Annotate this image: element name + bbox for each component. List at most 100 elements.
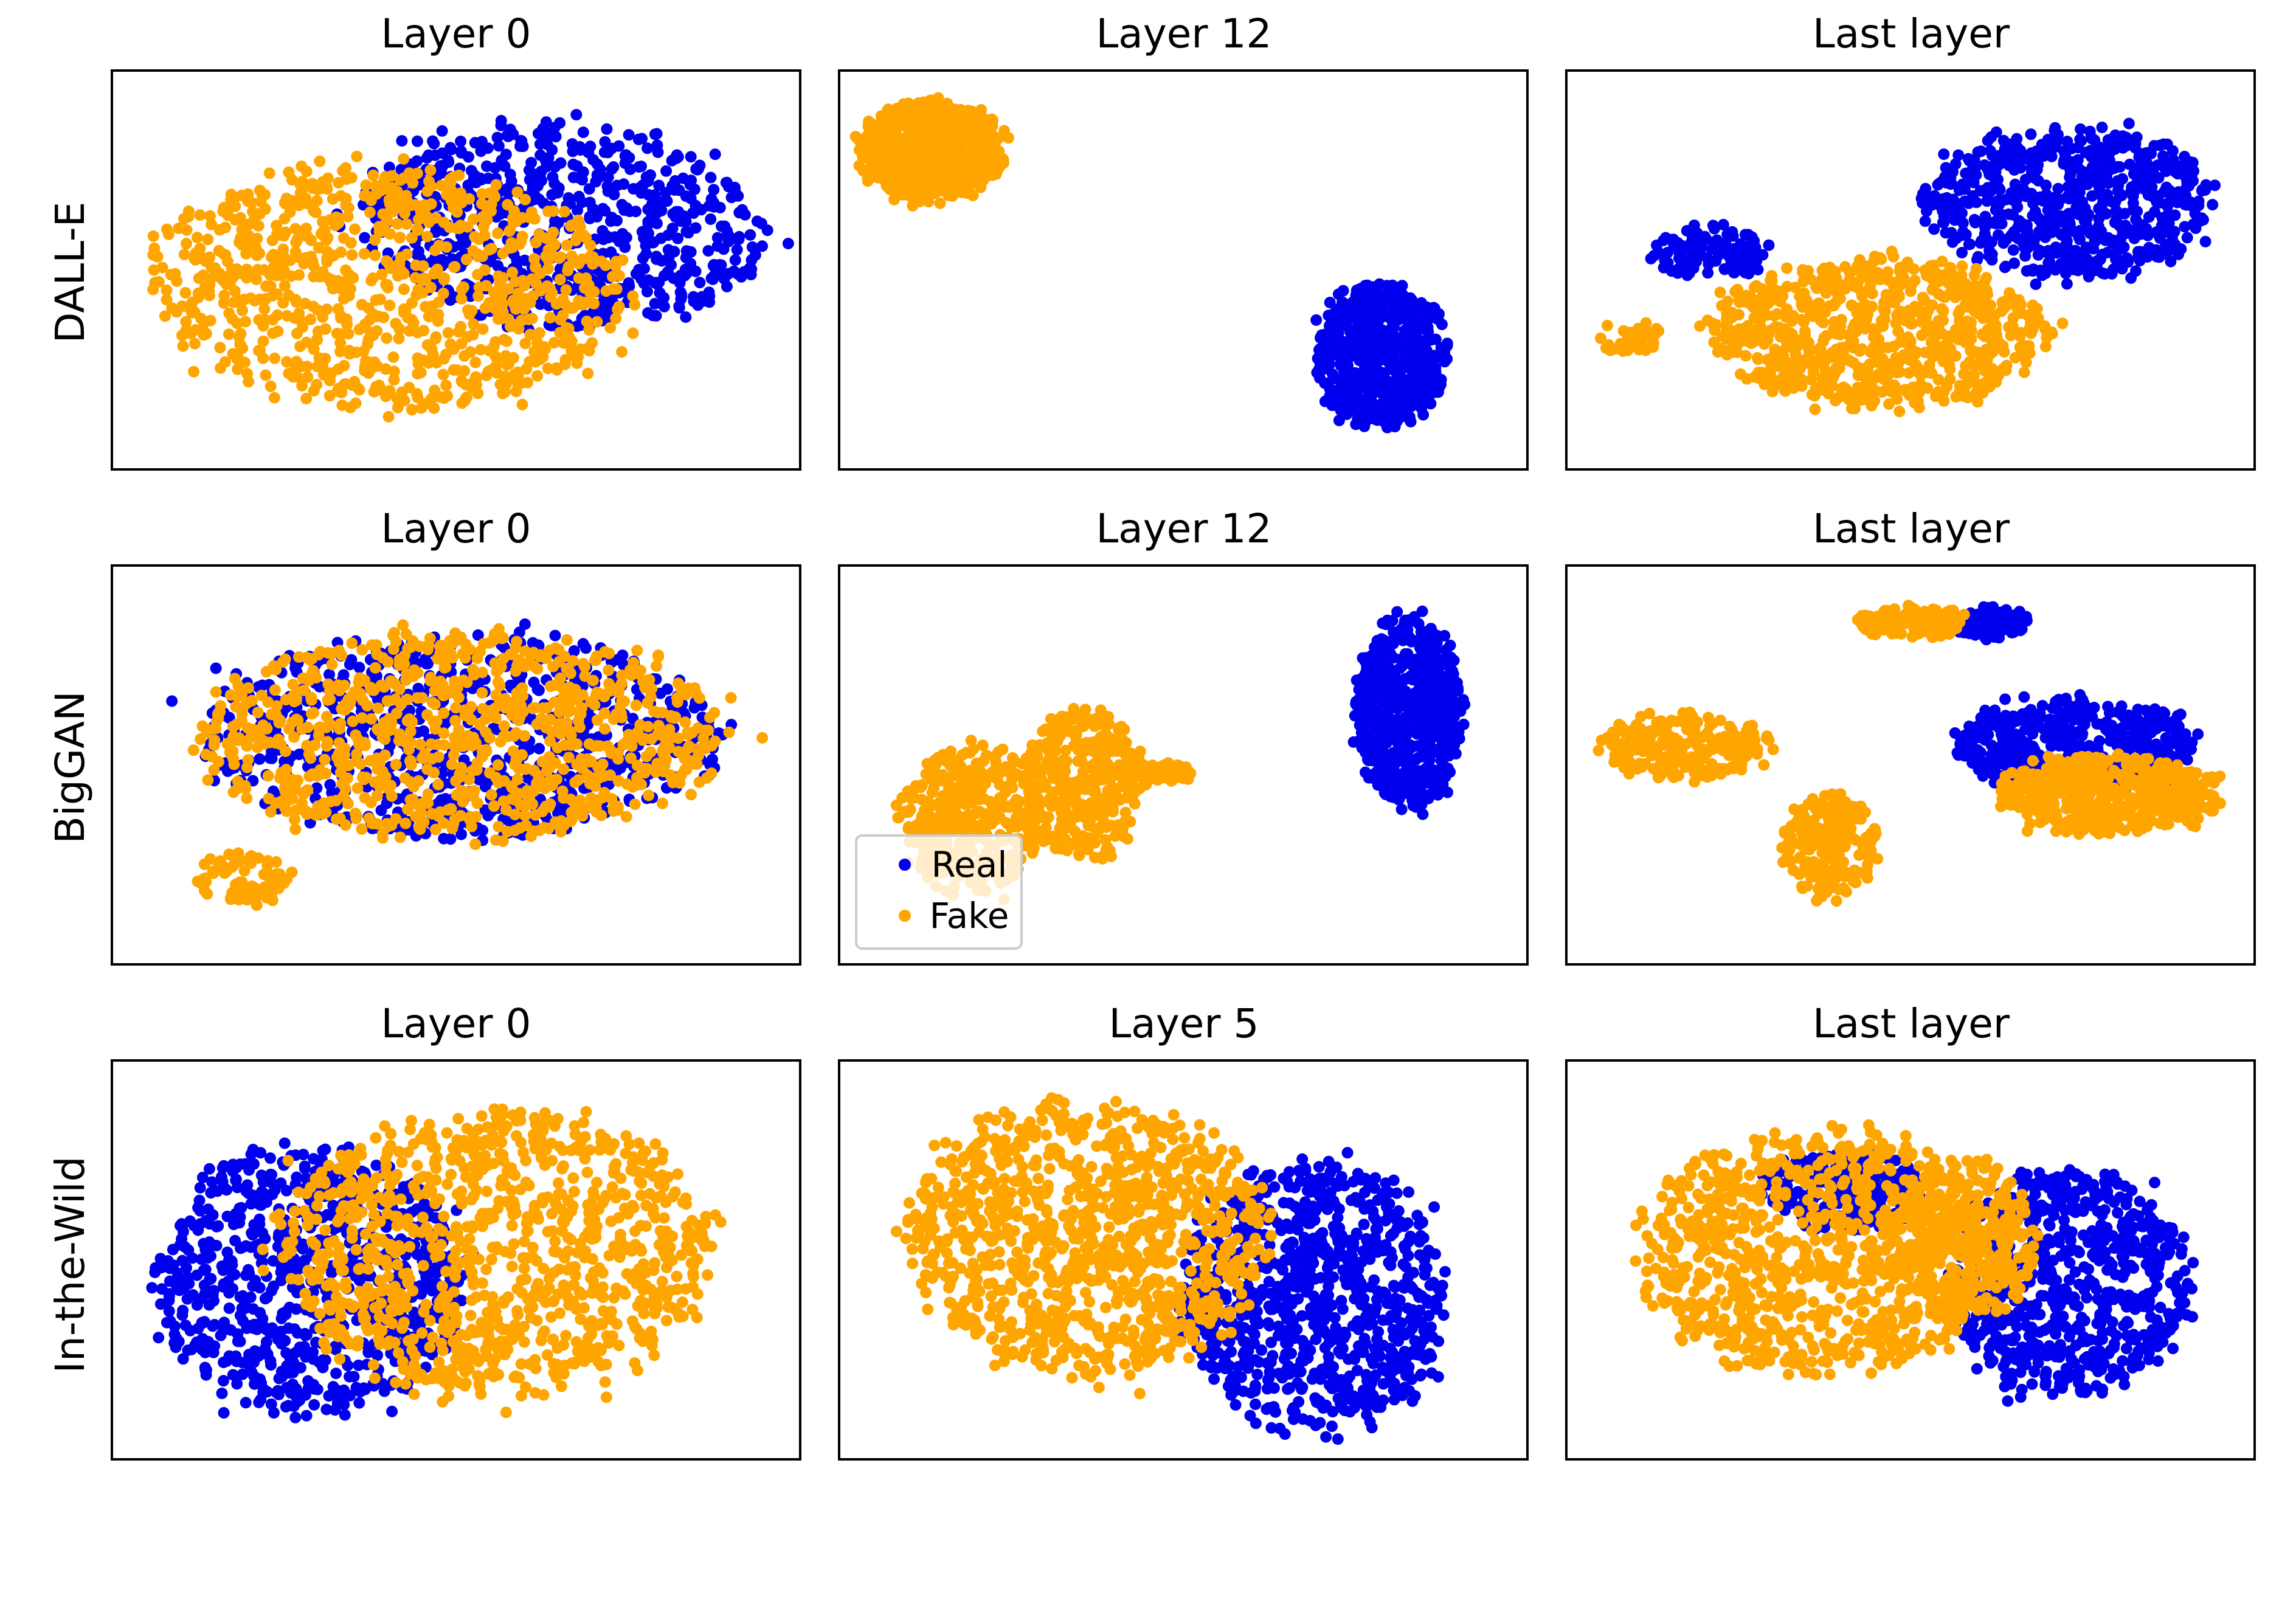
scatter-point-fake (610, 313, 622, 325)
scatter-point-real (638, 232, 650, 244)
scatter-point-fake (976, 174, 988, 186)
scatter-point-fake (897, 111, 909, 123)
scatter-point-fake (335, 190, 347, 202)
scatter-point-fake (379, 173, 391, 185)
scatter-point-real (1354, 354, 1366, 367)
scatter-panel-1 (849, 92, 1453, 434)
scatter-point-fake (503, 242, 516, 254)
scatter-point-fake (321, 303, 333, 316)
scatter-point-real (674, 286, 686, 299)
scatter-point-real (477, 825, 489, 837)
scatter-point-fake (560, 284, 572, 296)
scatter-point-fake (338, 378, 350, 390)
scatter-point-real (2096, 122, 2108, 133)
scatter-point-fake (1944, 330, 1956, 342)
scatter-point-fake (277, 263, 289, 275)
scatter-point-fake (203, 289, 215, 302)
scatter-point-real (1403, 296, 1415, 308)
scatter-point-fake (556, 296, 569, 308)
scatter-point-real (1972, 146, 1984, 158)
scatter-point-real (2117, 142, 2129, 154)
scatter-point-fake (351, 150, 363, 162)
scatter-point-fake (1810, 382, 1822, 394)
scatter-point-fake (298, 258, 310, 270)
scatter-point-fake (398, 153, 410, 165)
scatter-point-real (2171, 196, 2184, 209)
scatter-point-fake (933, 151, 945, 164)
scatter-point-real (719, 269, 730, 282)
scatter-point-fake (1844, 273, 1856, 285)
scatter-point-fake (359, 365, 371, 377)
scatter-point-fake (1794, 373, 1807, 385)
scatter-point-real (705, 171, 717, 184)
scatter-point-fake (942, 134, 954, 146)
scatter-point-fake (252, 220, 265, 232)
scatter-point-real (722, 181, 735, 193)
scatter-point-real (1693, 240, 1705, 252)
scatter-point-real (2009, 178, 2021, 190)
scatter-point-fake (252, 264, 264, 276)
scatter-point-fake (1805, 273, 1817, 285)
scatter-point-fake (871, 168, 883, 180)
scatter-point-real (210, 662, 222, 674)
scatter-point-fake (528, 213, 541, 225)
scatter-point-real (616, 199, 628, 211)
scatter-point-fake (1714, 286, 1726, 299)
scatter-point-fake (206, 218, 218, 230)
scatter-point-real (562, 192, 575, 204)
scatter-point-fake (317, 226, 330, 238)
scatter-point-fake (554, 274, 566, 286)
scatter-point-fake (335, 246, 347, 258)
scatter-point-real (2117, 173, 2128, 185)
scatter-point-real (2151, 226, 2163, 238)
scatter-point-real (2176, 164, 2188, 176)
scatter-point-fake (431, 357, 443, 368)
scatter-point-fake (432, 315, 444, 327)
scatter-point-fake (277, 297, 289, 309)
scatter-point-real (2004, 156, 2016, 168)
scatter-point-real (652, 146, 664, 158)
scatter-point-fake (423, 175, 435, 187)
scatter-point-fake (191, 232, 203, 244)
scatter-point-fake (232, 294, 244, 306)
scatter-point-real (2106, 196, 2118, 208)
panel-title: Last layer (1813, 10, 2010, 57)
scatter-point-fake (1752, 353, 1764, 365)
scatter-point-real (1333, 302, 1345, 314)
scatter-point-fake (1835, 314, 1847, 326)
scatter-point-fake (516, 212, 528, 224)
scatter-point-fake (194, 209, 206, 221)
scatter-point-fake (1895, 279, 1907, 291)
scatter-point-fake (420, 300, 432, 313)
scatter-point-fake (500, 335, 513, 347)
scatter-point-real (1354, 335, 1366, 347)
scatter-point-fake (1913, 401, 1925, 413)
scatter-point-fake (1834, 292, 1846, 305)
scatter-point-fake (2007, 312, 2019, 324)
scatter-point-fake (1622, 339, 1634, 351)
scatter-point-real (649, 189, 661, 201)
scatter-point-real (636, 133, 648, 145)
scatter-point-fake (258, 303, 271, 315)
scatter-point-fake (1963, 337, 1975, 350)
scatter-point-fake (176, 300, 188, 313)
scatter-point-fake (444, 338, 457, 350)
scatter-point-fake (1828, 268, 1840, 280)
scatter-point-fake (1797, 266, 1809, 278)
scatter-point-real (411, 249, 423, 261)
scatter-point-real (2024, 151, 2036, 163)
scatter-point-fake (380, 278, 392, 291)
scatter-point-real (2067, 263, 2079, 275)
scatter-point-fake (515, 235, 527, 247)
scatter-point-real (746, 241, 758, 253)
scatter-point-real (2027, 197, 2039, 209)
scatter-point-fake (1839, 261, 1851, 273)
scatter-point-fake (341, 318, 353, 330)
scatter-point-fake (429, 333, 441, 345)
scatter-point-fake (1938, 386, 1950, 398)
scatter-point-real (1989, 196, 2001, 208)
scatter-point-real (2030, 278, 2042, 290)
scatter-point-fake (514, 378, 527, 389)
scatter-point-real (641, 142, 654, 154)
scatter-point-fake (1893, 356, 1905, 368)
